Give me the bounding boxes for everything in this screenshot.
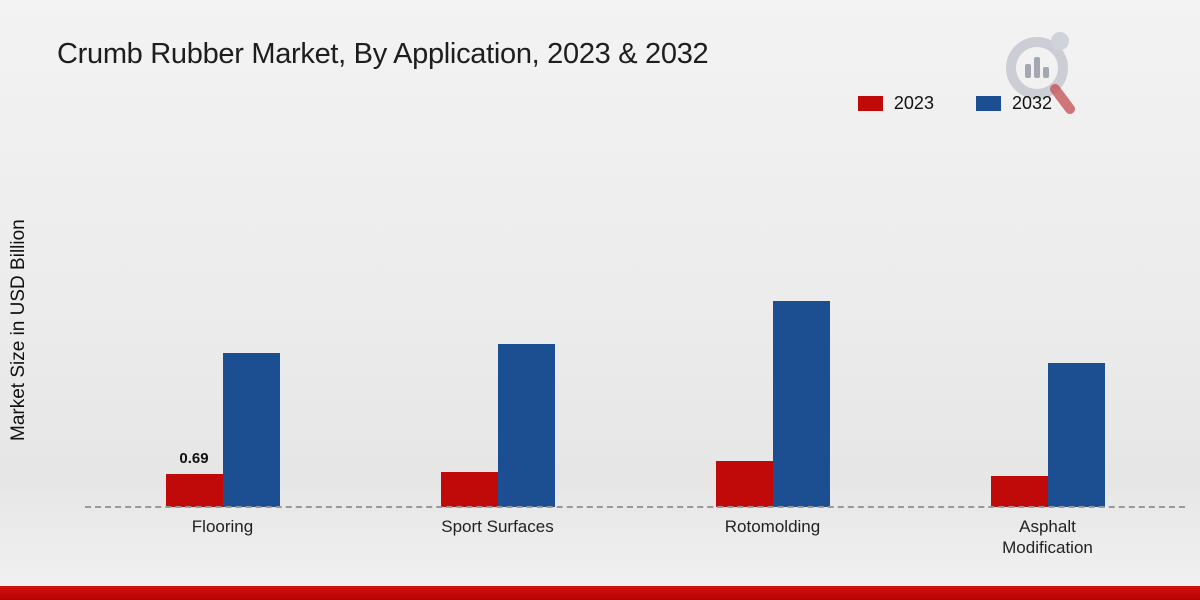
bar-2023-sport-surfaces <box>440 472 498 507</box>
legend-label: 2032 <box>1011 93 1052 113</box>
bar-groups: 0.69 Flooring Sport Surfaces Rotomolding Asp… <box>85 147 1185 557</box>
bar-2023-rotomolding <box>715 461 773 507</box>
legend: 2023 2032 <box>857 93 1052 114</box>
legend-swatch-2023 <box>857 96 883 111</box>
footer-accent-bar <box>0 586 1200 600</box>
legend-swatch-2032 <box>975 96 1001 111</box>
category-label-rotomolding: Rotomolding <box>724 517 821 536</box>
y-axis-label: Market Size in USD Billion <box>8 219 29 441</box>
baseline-axis <box>85 506 1185 508</box>
bar-2032-flooring <box>222 353 280 507</box>
bar-group-rotomolding: Rotomolding <box>715 301 830 536</box>
bar-pair: 0.69 <box>165 353 280 507</box>
legend-item-2032: 2032 <box>975 93 1052 114</box>
legend-item-2023: 2023 <box>857 93 934 114</box>
legend-label: 2023 <box>893 93 934 113</box>
brand-logo-icon <box>992 26 1082 116</box>
bar-2032-sport-surfaces <box>497 344 555 507</box>
bar-pair <box>440 344 555 507</box>
bar-pair <box>715 301 830 507</box>
category-label-flooring: Flooring <box>191 517 254 536</box>
category-label-asphalt-modification: Asphalt Modification <box>1002 517 1093 558</box>
bar-pair <box>990 363 1105 507</box>
bar-2023-flooring: 0.69 <box>165 450 223 507</box>
bar-value-label: 0.69 <box>179 450 209 467</box>
category-label-sport-surfaces: Sport Surfaces <box>441 517 554 536</box>
chart-title: Crumb Rubber Market, By Application, 202… <box>57 38 709 70</box>
bar-group-asphalt-modification: Asphalt Modification <box>990 363 1105 557</box>
bar-2023-asphalt-modification <box>990 476 1048 507</box>
bar-group-sport-surfaces: Sport Surfaces <box>440 344 555 536</box>
bar-2032-asphalt-modification <box>1047 363 1105 507</box>
bar-2032-rotomolding <box>772 301 830 507</box>
bar-group-flooring: 0.69 Flooring <box>165 353 280 536</box>
plot-area: 0.69 Flooring Sport Surfaces Rotomolding Asp… <box>85 147 1185 557</box>
